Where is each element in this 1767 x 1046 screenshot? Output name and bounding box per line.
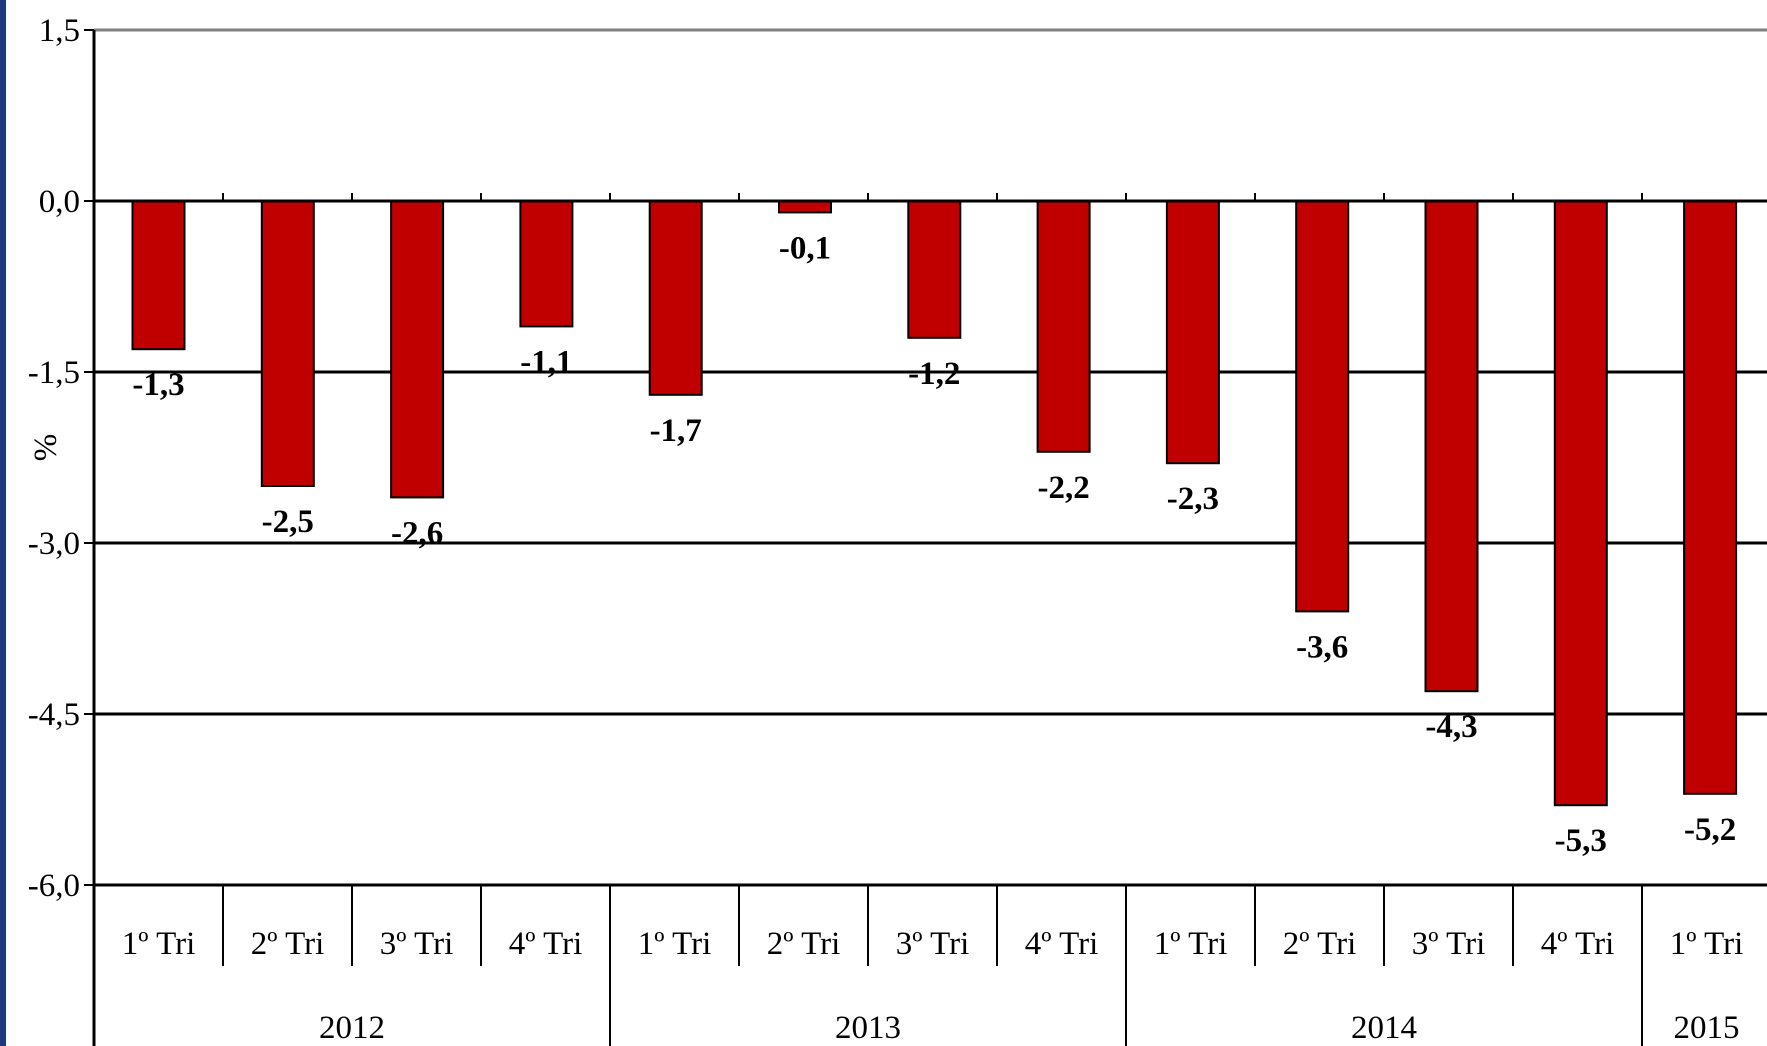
data-label: -1,2 <box>908 356 960 392</box>
data-label: -5,3 <box>1555 823 1607 859</box>
category-label: 4º Tri <box>1541 926 1615 962</box>
category-label: 2º Tri <box>251 926 325 962</box>
bar <box>648 200 703 396</box>
category-label: 1º Tri <box>638 926 712 962</box>
category-label: 3º Tri <box>896 926 970 962</box>
data-label: -2,5 <box>262 504 314 540</box>
data-label: -2,6 <box>391 515 443 551</box>
y-tick-label: 0,0 <box>39 184 80 220</box>
data-label: -1,7 <box>650 413 702 449</box>
category-label: 4º Tri <box>1025 926 1099 962</box>
bar <box>390 200 445 499</box>
bar <box>1553 200 1608 807</box>
bar <box>1424 200 1479 693</box>
category-label: 4º Tri <box>509 926 583 962</box>
bar <box>131 200 186 351</box>
bar <box>519 200 574 328</box>
bar <box>778 200 832 214</box>
category-label: 2º Tri <box>767 926 841 962</box>
y-tick-label: -1,5 <box>28 355 80 391</box>
bar <box>907 200 962 339</box>
group-label: 2014 <box>1351 1010 1417 1046</box>
group-label: 2015 <box>1674 1010 1740 1046</box>
category-label: 1º Tri <box>122 926 196 962</box>
data-label: -2,3 <box>1167 481 1219 517</box>
data-label: -0,1 <box>779 230 831 266</box>
bar <box>1165 200 1220 465</box>
category-label: 1º Tri <box>1154 926 1228 962</box>
data-label: -5,2 <box>1684 812 1736 848</box>
group-label: 2012 <box>319 1010 385 1046</box>
y-tick-label: 1,5 <box>39 13 80 49</box>
data-label: -4,3 <box>1425 709 1477 745</box>
data-label: -3,6 <box>1296 629 1348 665</box>
bar <box>1036 200 1091 453</box>
y-tick-label: -3,0 <box>28 526 80 562</box>
data-label: -1,1 <box>520 344 572 380</box>
bar <box>1683 200 1738 795</box>
bar <box>260 200 315 487</box>
data-label: -2,2 <box>1037 470 1089 506</box>
category-label: 1º Tri <box>1670 926 1744 962</box>
y-tick-label: -6,0 <box>28 868 80 904</box>
y-axis-label: % <box>28 434 64 462</box>
data-label: -1,3 <box>132 367 184 403</box>
category-label: 3º Tri <box>380 926 454 962</box>
category-label: 2º Tri <box>1283 926 1357 962</box>
bar <box>1295 200 1350 613</box>
y-tick-label: -4,5 <box>28 697 80 733</box>
category-label: 3º Tri <box>1412 926 1486 962</box>
frame-left-edge <box>0 0 6 1046</box>
group-label: 2013 <box>835 1010 901 1046</box>
